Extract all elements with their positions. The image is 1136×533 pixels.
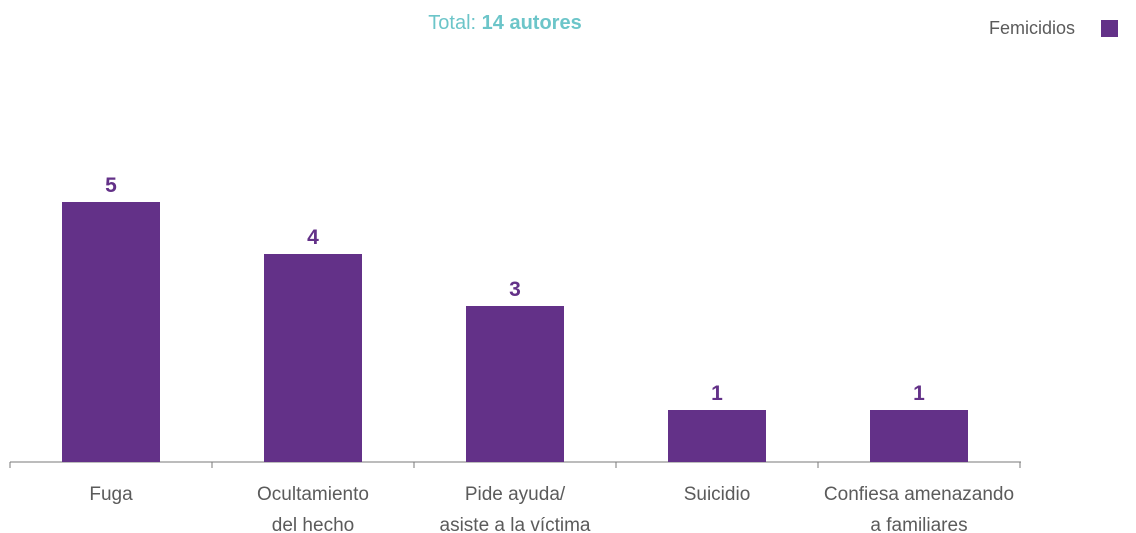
bar (668, 410, 766, 462)
data-label: 3 (509, 278, 521, 301)
data-label: 1 (913, 382, 925, 405)
x-tick-label: del hecho (272, 515, 354, 533)
data-label: 1 (711, 382, 723, 405)
x-tick-label: Suicidio (684, 484, 751, 505)
bar (62, 202, 160, 462)
x-tick-label: a familiares (870, 515, 967, 533)
legend-swatch (1101, 20, 1118, 37)
x-tick-label: Ocultamiento (257, 484, 369, 505)
bar (466, 306, 564, 462)
bar (264, 254, 362, 462)
bar (870, 410, 968, 462)
legend: Femicidios (989, 18, 1118, 39)
legend-label: Femicidios (988, 18, 1075, 38)
total-value: 14 autores (481, 12, 582, 34)
chart-total: Total: 14 autores (0, 12, 1010, 35)
data-label: 4 (307, 226, 319, 249)
x-tick-label: asiste a la víctima (440, 515, 591, 533)
total-prefix: Total: (428, 12, 482, 34)
x-tick-label: Pide ayuda/ (465, 484, 566, 505)
x-tick-label: Confiesa amenazando (824, 484, 1014, 505)
x-tick-label: Fuga (89, 484, 133, 505)
data-label: 5 (105, 174, 117, 197)
